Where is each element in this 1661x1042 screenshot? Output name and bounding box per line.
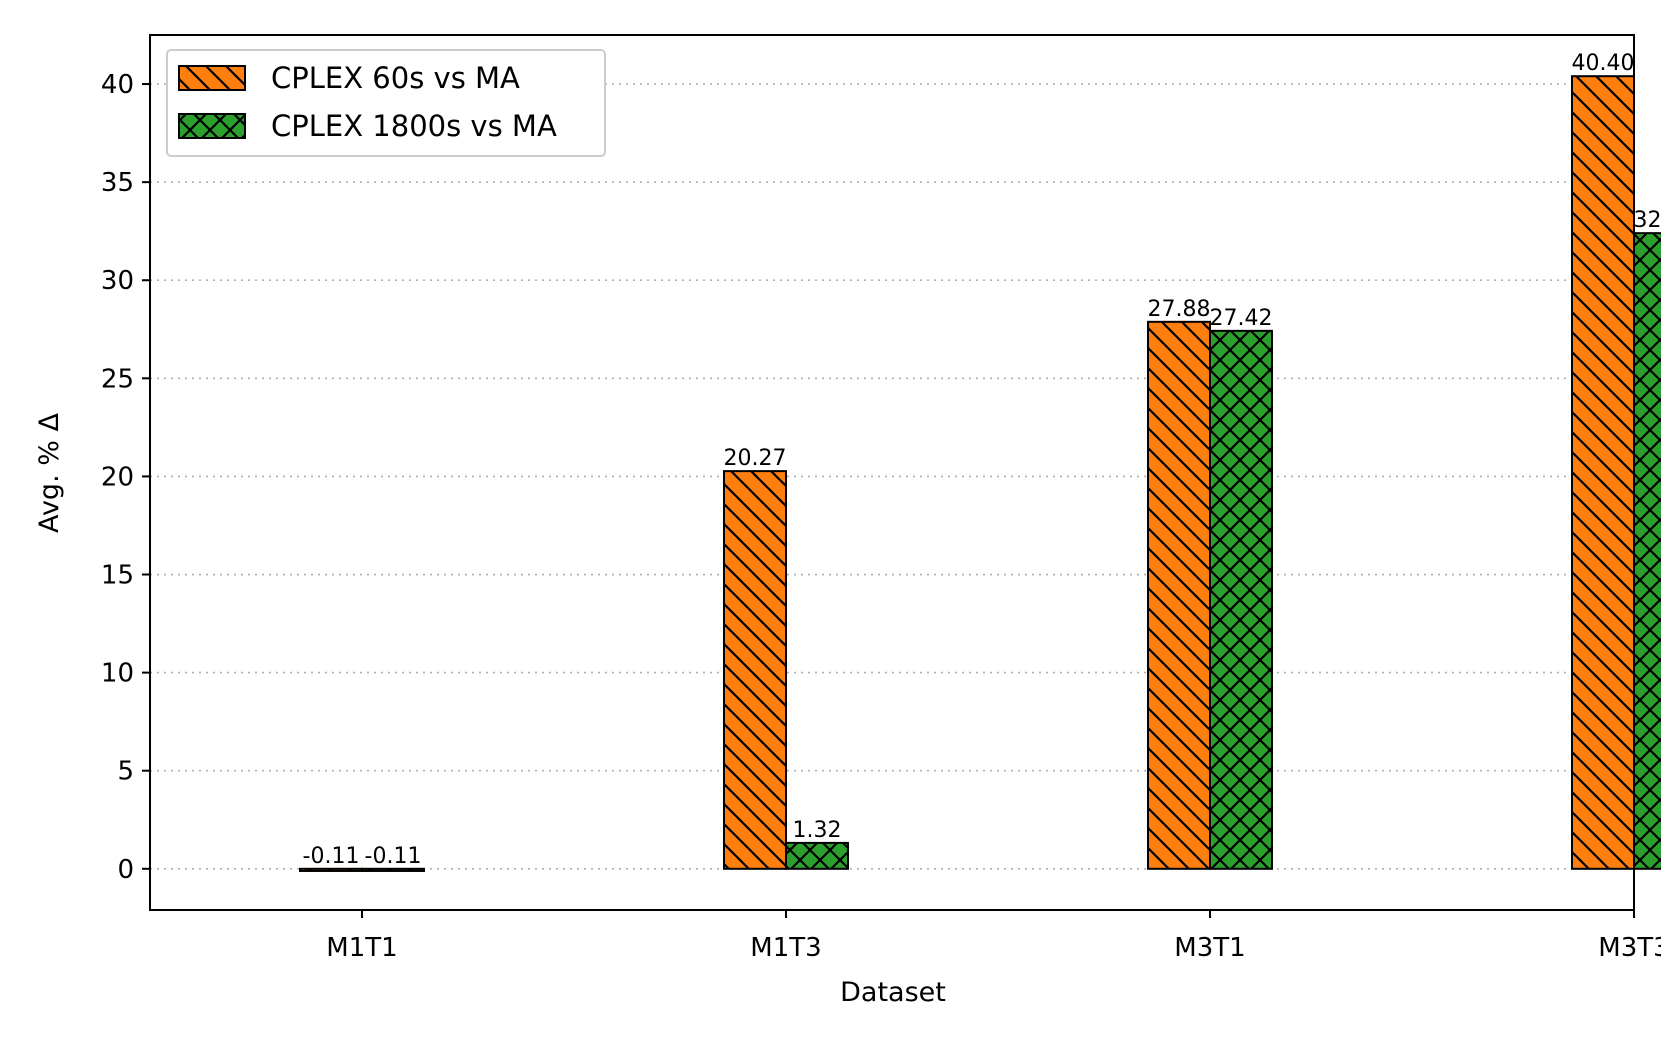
y-tick-label-8: 40 <box>101 70 134 100</box>
y-tick-label-4: 20 <box>101 462 134 492</box>
bar-s0-m1t3 <box>723 470 787 870</box>
bar-label-s1-m3t3: 32.40 <box>1634 208 1661 233</box>
bar-s1-m3t1 <box>1209 329 1273 870</box>
x-axis-ticks: M1T1 M1T3 M3T1 M3T3 <box>326 910 1661 963</box>
bars <box>299 75 1661 872</box>
legend: CPLEX 60s vs MA CPLEX 1800s vs MA <box>166 49 606 157</box>
bar-label-s1-m1t3: 1.32 <box>793 818 842 843</box>
y-tick-label-3: 15 <box>101 561 134 591</box>
bar-label-s0-m3t3: 40.40 <box>1572 51 1635 76</box>
bar-label-s1-m1t1: -0.11 <box>365 844 422 869</box>
y-axis-label: Avg. % Δ <box>34 413 65 533</box>
x-tick-label-1: M1T3 <box>750 933 821 963</box>
legend-frame <box>166 49 606 157</box>
bar-label-s1-m3t1: 27.42 <box>1210 306 1273 331</box>
y-tick-label-0: 0 <box>117 855 134 885</box>
bar-label-s0-m1t3: 20.27 <box>724 446 787 471</box>
x-axis-label: Dataset <box>840 977 946 1008</box>
bar-s1-m3t3 <box>1633 232 1661 870</box>
x-tick-label-2: M3T1 <box>1174 933 1245 963</box>
x-tick-label-3: M3T3 <box>1598 933 1661 963</box>
y-axis-ticks: 0 5 10 15 20 25 30 35 40 <box>101 70 150 885</box>
bar-s1-m1t3 <box>785 841 849 870</box>
y-tick-label-1: 5 <box>117 757 134 787</box>
y-tick-label-5: 25 <box>101 364 134 394</box>
legend-label-cplex-1800s: CPLEX 1800s vs MA <box>271 109 557 143</box>
gridlines <box>150 83 1634 870</box>
bar-s0-m1t1 <box>299 867 363 872</box>
bar-s0-m3t1 <box>1147 320 1211 870</box>
legend-swatch-cplex-1800s <box>178 113 246 139</box>
plot-frame <box>149 34 1635 911</box>
legend-label-cplex-60s: CPLEX 60s vs MA <box>271 61 520 95</box>
y-tick-label-2: 10 <box>101 659 134 689</box>
legend-swatch-cplex-60s <box>178 65 246 91</box>
y-tick-label-6: 30 <box>101 266 134 296</box>
bar-label-s0-m3t1: 27.88 <box>1148 297 1211 322</box>
bar-s0-m3t3 <box>1571 75 1635 870</box>
x-tick-label-0: M1T1 <box>326 933 397 963</box>
bar-label-s0-m1t1: -0.11 <box>303 844 360 869</box>
y-tick-label-7: 35 <box>101 168 134 198</box>
bar-labels: -0.11 20.27 27.88 40.40 -0.11 1.32 27.42 32.40 <box>303 51 1661 869</box>
bar-s1-m1t1 <box>361 867 425 872</box>
